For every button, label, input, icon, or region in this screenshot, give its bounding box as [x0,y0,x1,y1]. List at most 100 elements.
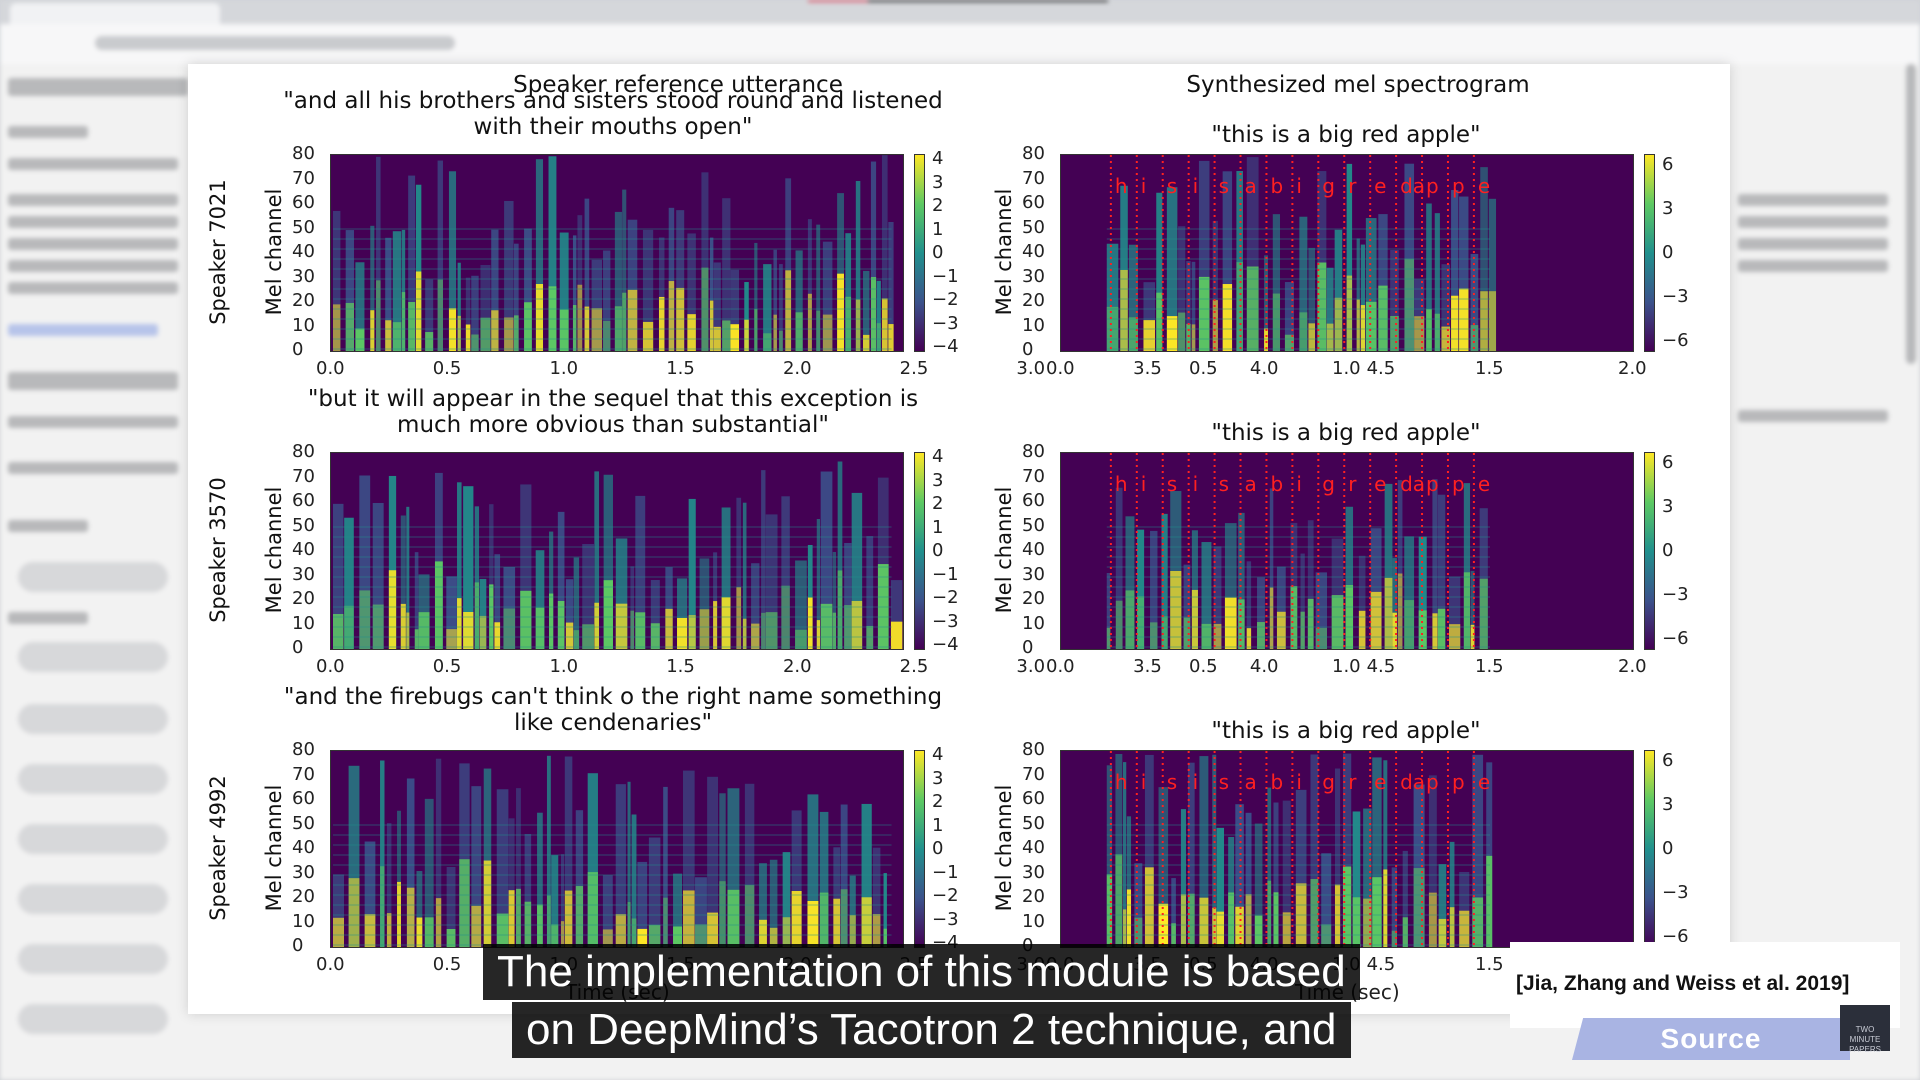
audio-player[interactable] [18,642,168,672]
audio-player[interactable] [18,944,168,974]
audio-player[interactable] [18,884,168,914]
abstract-line [8,282,178,294]
x-tick-label: 3.0 [1016,656,1046,677]
reference-spectrogram [330,154,904,352]
colorbar-tick-label: 3 [932,469,944,491]
x-tick-label: 4.5 [1366,656,1396,677]
y-tick-label: 40 [1022,241,1045,262]
y-tick-label: 50 [292,514,315,536]
phoneme-label: da [1400,770,1425,794]
colorbar-tick-label: −6 [1662,926,1689,947]
audio-player[interactable] [18,764,168,794]
y-tick-label: 50 [292,216,315,238]
x-tick-label: 3.5 [1133,358,1162,379]
reference-colorbar [914,750,925,948]
x-tick-label: 4.0 [1249,656,1279,677]
phoneme-label: e [1374,472,1386,496]
x-tick-label: 1.0 [549,656,579,677]
url-field[interactable] [95,36,455,50]
colorbar-tick-label: −2 [932,885,959,906]
y-tick-label: 60 [292,490,315,511]
citation-box [1510,942,1900,1028]
y-tick-label: 20 [1022,588,1045,609]
x-tick-label: 0.0 [1046,358,1075,379]
y-tick-label: 60 [292,788,315,809]
audio-player[interactable] [18,562,168,592]
browser-tab[interactable] [10,3,220,24]
synthesized-colorbar [1644,452,1655,650]
x-tick-label: 1.5 [1475,954,1504,975]
reference-utterance-text: "but it will appear in the sequel that t… [307,386,919,438]
synthesized-spectrogram: h i s i s a b i g r e da p p e [1060,154,1634,352]
speaker-label: Speaker 3570 [206,477,230,623]
y-tick-label: 10 [292,314,315,336]
spectrogram-image: h i s i s a b i g r e da p p e [1061,453,1633,649]
colorbar-tick-label: 3 [932,171,944,193]
x-tick-label: 3.5 [1133,656,1162,677]
y-tick-label: 80 [292,739,315,760]
speaker-label: Speaker 7021 [206,179,230,325]
phoneme-label: p [1452,174,1465,198]
page-link[interactable] [8,324,158,336]
colorbar-tick-label: 1 [932,814,944,836]
phoneme-label: s [1219,770,1229,794]
phoneme-label: da [1400,472,1425,496]
y-tick-label: 20 [292,290,315,311]
paper-link[interactable] [8,126,88,138]
audio-player[interactable] [18,704,168,734]
speaker-label: Speaker 4992 [206,775,230,921]
phoneme-label: b [1270,770,1283,794]
y-tick-label: 80 [292,143,315,164]
colorbar-tick-label: 6 [1662,154,1674,175]
phoneme-label: g [1322,770,1335,794]
colorbar-tick-label: −2 [932,289,959,310]
colorbar-tick-label: 0 [1662,838,1674,859]
colorbar-tick-label: 3 [1662,794,1674,815]
y-tick-label: 0 [292,935,304,956]
phoneme-label: p [1452,770,1465,794]
phoneme-label: e [1478,770,1490,794]
y-tick-label: 10 [292,612,315,634]
phoneme-label: i [1193,174,1199,198]
y-tick-label: 0 [292,339,304,360]
phoneme-label: i [1141,174,1147,198]
colorbar-tick-label: 1 [932,218,944,240]
spectrogram-image [331,751,903,947]
left-column-title: Speaker reference utterance [513,72,843,98]
section-heading [8,372,178,390]
x-tick-label: 0.5 [432,358,462,379]
source-button[interactable]: Source [1572,1018,1850,1060]
y-tick-label: 60 [1022,788,1045,809]
x-tick-label: 4.5 [1366,358,1396,379]
colorbar-tick-label: 2 [932,493,944,514]
y-tick-label: 20 [1022,290,1045,311]
scrollbar[interactable] [1906,64,1916,364]
y-tick-label: 70 [1022,763,1045,785]
side-text [1738,216,1888,228]
y-tick-label: 50 [292,812,315,834]
y-tick-label: 80 [292,441,315,462]
colorbar-tick-label: 1 [932,516,944,538]
y-tick-label: 60 [1022,490,1045,511]
y-tick-label: 30 [292,265,315,287]
x-tick-label: 2.5 [899,358,929,379]
phoneme-label: i [1296,770,1302,794]
y-tick-label: 20 [292,588,315,609]
reference-colorbar [914,154,925,352]
reference-spectrogram [330,452,904,650]
section-text [8,462,178,474]
x-tick-label: 4.0 [1249,358,1279,379]
audio-player[interactable] [18,824,168,854]
colorbar-tick-label: −2 [932,587,959,608]
y-tick-label: 20 [1022,886,1045,907]
phoneme-label: b [1270,174,1283,198]
x-tick-label: 2.0 [782,358,812,379]
audio-player[interactable] [18,1004,168,1034]
y-tick-label: 40 [292,539,315,560]
y-tick-label: 30 [1022,861,1045,883]
spectrogram-image: h i s i s a b i g r e da p p e [1061,751,1633,947]
abstract-line [8,194,178,206]
colorbar-tick-label: −4 [932,634,959,655]
phoneme-label: p [1426,174,1439,198]
y-tick-label: 0 [292,637,304,658]
